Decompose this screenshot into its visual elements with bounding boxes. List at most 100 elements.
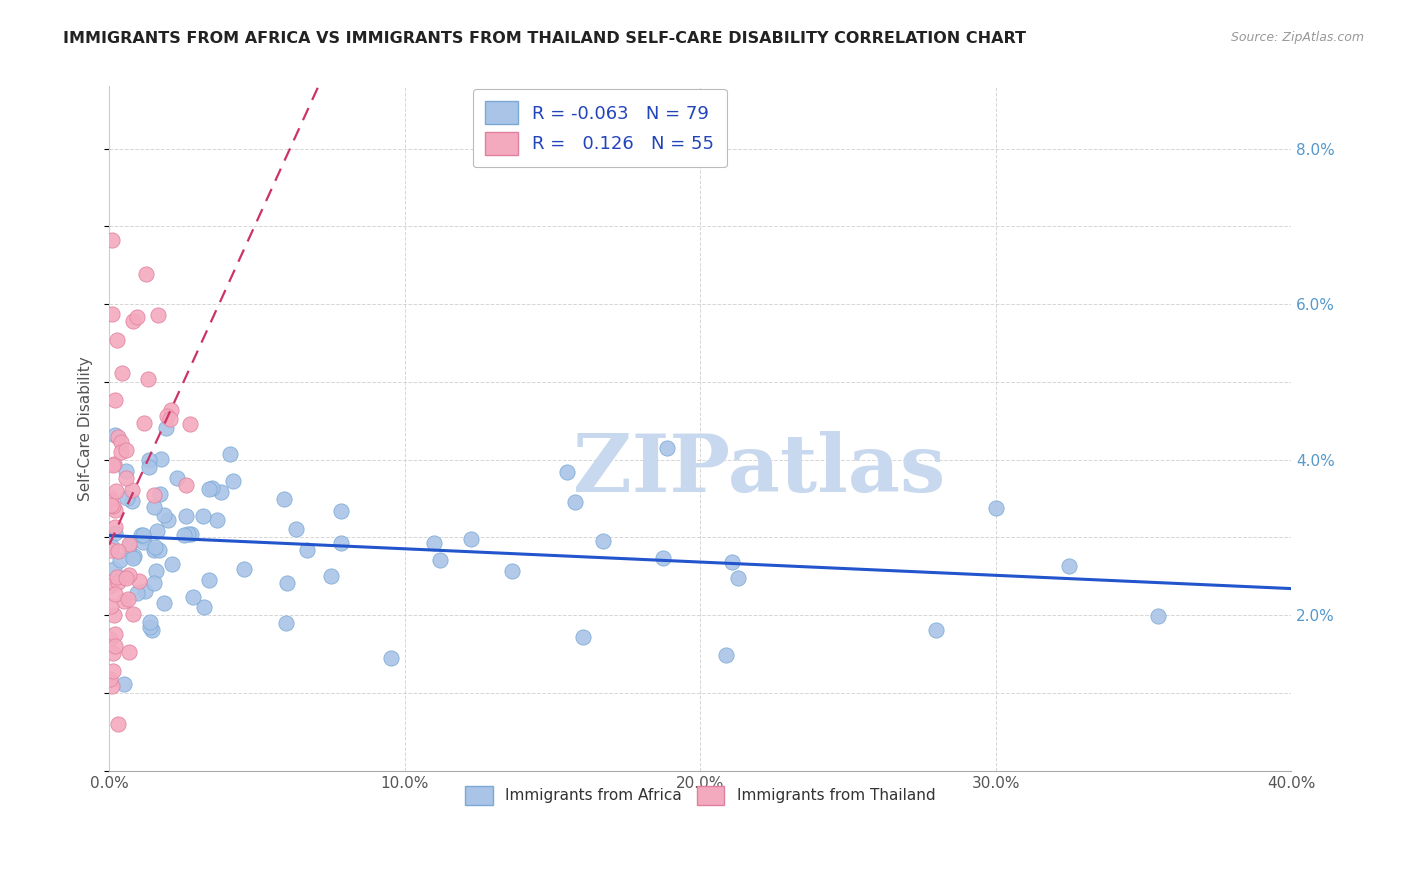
- Point: [727, 571, 749, 585]
- Point: [132, 528, 155, 542]
- Point: [984, 501, 1007, 516]
- Point: [117, 591, 139, 606]
- Point: [107, 575, 129, 590]
- Point: [100, 491, 122, 505]
- Point: [652, 551, 675, 566]
- Point: [657, 442, 679, 456]
- Point: [107, 544, 129, 558]
- Point: [132, 416, 155, 430]
- Point: [103, 561, 125, 575]
- Point: [100, 542, 122, 557]
- Point: [460, 532, 482, 546]
- Point: [146, 524, 169, 538]
- Point: [115, 443, 138, 458]
- Text: ZIPatlas: ZIPatlas: [574, 431, 945, 508]
- Point: [1059, 559, 1081, 574]
- Point: [101, 234, 124, 248]
- Point: [222, 474, 245, 488]
- Point: [118, 568, 141, 582]
- Point: [110, 435, 132, 450]
- Point: [153, 508, 176, 522]
- Point: [121, 483, 143, 498]
- Point: [925, 624, 948, 638]
- Point: [714, 648, 737, 662]
- Point: [107, 430, 129, 444]
- Point: [153, 596, 176, 610]
- Point: [319, 569, 342, 583]
- Point: [141, 624, 163, 638]
- Point: [177, 527, 200, 541]
- Point: [592, 533, 614, 548]
- Point: [132, 531, 155, 545]
- Point: [138, 459, 160, 474]
- Point: [100, 599, 122, 614]
- Text: Source: ZipAtlas.com: Source: ZipAtlas.com: [1230, 31, 1364, 45]
- Point: [115, 571, 138, 585]
- Point: [100, 680, 122, 694]
- Point: [125, 586, 148, 600]
- Point: [176, 478, 198, 492]
- Point: [139, 615, 162, 630]
- Point: [207, 513, 229, 527]
- Point: [104, 520, 127, 534]
- Point: [232, 562, 254, 576]
- Point: [142, 576, 165, 591]
- Point: [564, 495, 586, 509]
- Point: [156, 513, 179, 527]
- Point: [100, 498, 122, 512]
- Point: [128, 574, 150, 588]
- Point: [166, 471, 188, 485]
- Point: [103, 457, 125, 471]
- Point: [104, 526, 127, 541]
- Point: [201, 481, 224, 495]
- Point: [117, 540, 139, 554]
- Point: [198, 482, 221, 496]
- Point: [180, 526, 202, 541]
- Point: [218, 447, 240, 461]
- Point: [112, 677, 135, 691]
- Point: [148, 543, 170, 558]
- Point: [105, 570, 128, 584]
- Point: [193, 599, 215, 614]
- Point: [132, 535, 155, 549]
- Point: [160, 557, 183, 571]
- Point: [122, 550, 145, 565]
- Point: [136, 372, 159, 386]
- Point: [156, 409, 179, 424]
- Point: [104, 392, 127, 407]
- Point: [98, 632, 121, 646]
- Point: [572, 630, 595, 644]
- Text: IMMIGRANTS FROM AFRICA VS IMMIGRANTS FROM THAILAND SELF-CARE DISABILITY CORRELAT: IMMIGRANTS FROM AFRICA VS IMMIGRANTS FRO…: [63, 31, 1026, 46]
- Point: [501, 564, 523, 578]
- Point: [98, 672, 121, 686]
- Point: [127, 310, 149, 325]
- Point: [124, 549, 146, 564]
- Point: [142, 543, 165, 558]
- Point: [149, 487, 172, 501]
- Point: [284, 522, 307, 536]
- Point: [139, 619, 162, 633]
- Point: [131, 528, 153, 542]
- Point: [174, 509, 197, 524]
- Point: [423, 535, 446, 549]
- Point: [101, 500, 124, 514]
- Point: [380, 651, 402, 665]
- Point: [173, 528, 195, 542]
- Point: [111, 366, 134, 380]
- Point: [329, 504, 352, 518]
- Point: [104, 427, 127, 442]
- Point: [122, 607, 145, 621]
- Point: [143, 500, 166, 514]
- Point: [149, 452, 172, 467]
- Point: [138, 453, 160, 467]
- Point: [103, 503, 125, 517]
- Point: [429, 553, 451, 567]
- Y-axis label: Self-Care Disability: Self-Care Disability: [79, 356, 93, 501]
- Point: [101, 646, 124, 660]
- Point: [101, 308, 124, 322]
- Point: [191, 509, 214, 524]
- Point: [118, 537, 141, 551]
- Point: [101, 541, 124, 555]
- Point: [121, 494, 143, 508]
- Point: [103, 665, 125, 679]
